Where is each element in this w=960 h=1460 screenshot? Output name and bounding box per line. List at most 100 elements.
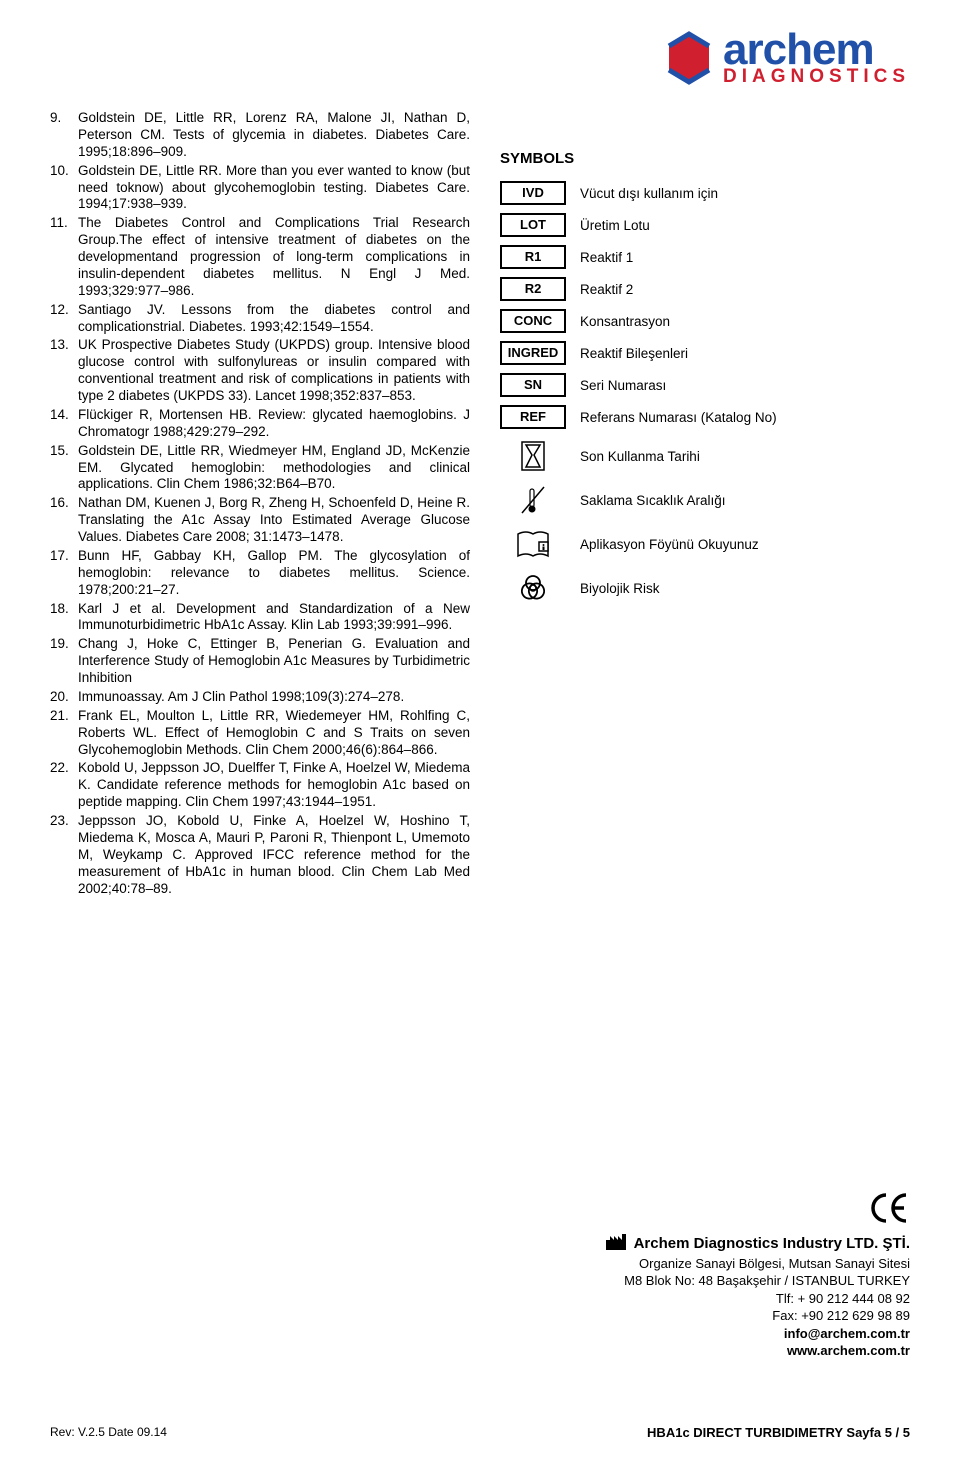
symbol-desc: Reaktif 1 — [580, 250, 633, 265]
symbol-icon-row: Biyolojik Risk — [500, 571, 910, 605]
symbol-desc: Referans Numarası (Katalog No) — [580, 410, 777, 425]
reference-text: Immunoassay. Am J Clin Pathol 1998;109(3… — [78, 689, 470, 706]
symbol-code-box: INGRED — [500, 341, 566, 365]
symbol-code-box: SN — [500, 373, 566, 397]
biohazard-icon — [500, 571, 566, 605]
company-web: www.archem.com.tr — [606, 1342, 910, 1360]
reference-number: 9. — [50, 110, 78, 161]
company-tel: Tlf: + 90 212 444 08 92 — [606, 1290, 910, 1308]
references-list: 9.Goldstein DE, Little RR, Lorenz RA, Ma… — [50, 110, 470, 897]
thermometer-icon — [500, 483, 566, 517]
footer: Rev: V.2.5 Date 09.14 HBA1c DIRECT TURBI… — [50, 1425, 910, 1440]
reference-number: 20. — [50, 689, 78, 706]
reference-text: Santiago JV. Lessons from the diabetes c… — [78, 302, 470, 336]
symbol-icon-desc: Aplikasyon Föyünü Okuyunuz — [580, 537, 759, 552]
symbol-desc: Reaktif Bileşenleri — [580, 346, 688, 361]
reference-text: UK Prospective Diabetes Study (UKPDS) gr… — [78, 337, 470, 405]
symbol-desc: Konsantrasyon — [580, 314, 670, 329]
footer-left: Rev: V.2.5 Date 09.14 — [50, 1425, 167, 1440]
reference-text: Goldstein DE, Little RR, Lorenz RA, Malo… — [78, 110, 470, 161]
symbol-row: INGRED Reaktif Bileşenleri — [500, 341, 910, 365]
reference-item: 18.Karl J et al. Development and Standar… — [50, 601, 470, 635]
symbol-icon-row: Son Kullanma Tarihi — [500, 439, 910, 473]
reference-item: 17.Bunn HF, Gabbay KH, Gallop PM. The gl… — [50, 548, 470, 599]
reference-item: 19.Chang J, Hoke C, Ettinger B, Penerian… — [50, 636, 470, 687]
reference-number: 15. — [50, 443, 78, 494]
reference-number: 18. — [50, 601, 78, 635]
reference-number: 14. — [50, 407, 78, 441]
logo-mark-icon — [661, 30, 717, 86]
boxed-symbols-list: IVD Vücut dışı kullanım için LOT Üretim Lot… — [500, 181, 910, 429]
reference-number: 17. — [50, 548, 78, 599]
symbols-title: SYMBOLS — [500, 150, 910, 167]
symbol-code-box: LOT — [500, 213, 566, 237]
symbol-icon-desc: Son Kullanma Tarihi — [580, 449, 700, 464]
reference-text: Nathan DM, Kuenen J, Borg R, Zheng H, Sc… — [78, 495, 470, 546]
symbol-row: R2 Reaktif 2 — [500, 277, 910, 301]
references-column: 9.Goldstein DE, Little RR, Lorenz RA, Ma… — [50, 30, 470, 899]
reference-item: 21.Frank EL, Moulton L, Little RR, Wiede… — [50, 708, 470, 759]
company-fax: Fax: +90 212 629 98 89 — [606, 1307, 910, 1325]
page: 9.Goldstein DE, Little RR, Lorenz RA, Ma… — [0, 0, 960, 929]
reference-item: 12.Santiago JV. Lessons from the diabete… — [50, 302, 470, 336]
symbol-row: IVD Vücut dışı kullanım için — [500, 181, 910, 205]
logo-text: archem DIAGNOSTICS — [723, 31, 910, 85]
reference-number: 22. — [50, 760, 78, 811]
reference-number: 13. — [50, 337, 78, 405]
reference-text: Bunn HF, Gabbay KH, Gallop PM. The glyco… — [78, 548, 470, 599]
company-block: Archem Diagnostics Industry LTD. ŞTİ. Or… — [606, 1234, 910, 1360]
symbol-desc: Üretim Lotu — [580, 218, 650, 233]
symbol-row: SNSeri Numarası — [500, 373, 910, 397]
reference-number: 16. — [50, 495, 78, 546]
reference-item: 22.Kobold U, Jeppsson JO, Duelffer T, Fi… — [50, 760, 470, 811]
symbol-desc: Vücut dışı kullanım için — [580, 186, 718, 201]
hourglass-icon — [500, 439, 566, 473]
reference-number: 23. — [50, 813, 78, 897]
reference-text: The Diabetes Control and Complications T… — [78, 215, 470, 299]
symbol-code-box: IVD — [500, 181, 566, 205]
reference-item: 10.Goldstein DE, Little RR. More than yo… — [50, 163, 470, 214]
factory-icon — [606, 1234, 626, 1255]
symbol-icon-desc: Biyolojik Risk — [580, 581, 660, 596]
symbols-section: SYMBOLS IVD Vücut dışı kullanım için LOT Ür… — [500, 150, 910, 605]
reference-number: 11. — [50, 215, 78, 299]
logo-main: archem — [723, 31, 910, 68]
reference-item: 23.Jeppsson JO, Kobold U, Finke A, Hoelz… — [50, 813, 470, 897]
logo-sub: DIAGNOSTICS — [723, 69, 910, 85]
reference-item: 11.The Diabetes Control and Complication… — [50, 215, 470, 299]
symbol-row: LOT Üretim Lotu — [500, 213, 910, 237]
reference-number: 12. — [50, 302, 78, 336]
reference-text: Flückiger R, Mortensen HB. Review: glyca… — [78, 407, 470, 441]
symbol-row: R1 Reaktif 1 — [500, 245, 910, 269]
company-addr1: Organize Sanayi Bölgesi, Mutsan Sanayi S… — [606, 1255, 910, 1273]
reference-item: 13.UK Prospective Diabetes Study (UKPDS)… — [50, 337, 470, 405]
reference-text: Frank EL, Moulton L, Little RR, Wiedemey… — [78, 708, 470, 759]
reference-text: Jeppsson JO, Kobold U, Finke A, Hoelzel … — [78, 813, 470, 897]
symbol-code-box: R1 — [500, 245, 566, 269]
reference-item: 16.Nathan DM, Kuenen J, Borg R, Zheng H,… — [50, 495, 470, 546]
reference-text: Kobold U, Jeppsson JO, Duelffer T, Finke… — [78, 760, 470, 811]
company-name: Archem Diagnostics Industry LTD. ŞTİ. — [634, 1235, 910, 1252]
reference-text: Goldstein DE, Little RR. More than you e… — [78, 163, 470, 214]
footer-right: HBA1c DIRECT TURBIDIMETRY Sayfa 5 / 5 — [647, 1425, 910, 1440]
symbol-icon-row: Saklama Sıcaklık Aralığı — [500, 483, 910, 517]
symbol-desc: Reaktif 2 — [580, 282, 633, 297]
company-addr2: M8 Blok No: 48 Başakşehir / ISTANBUL TUR… — [606, 1272, 910, 1290]
symbol-code-box: REF — [500, 405, 566, 429]
symbol-row: CONC Konsantrasyon — [500, 309, 910, 333]
icon-symbols-list: Son Kullanma Tarihi Saklama Sıcaklık Aral… — [500, 439, 910, 605]
logo: archem DIAGNOSTICS — [661, 30, 910, 86]
symbol-icon-desc: Saklama Sıcaklık Aralığı — [580, 493, 726, 508]
reference-item: 20.Immunoassay. Am J Clin Pathol 1998;10… — [50, 689, 470, 706]
ce-mark-icon — [868, 1193, 910, 1230]
company-name-line: Archem Diagnostics Industry LTD. ŞTİ. — [606, 1234, 910, 1255]
reference-item: 14.Flückiger R, Mortensen HB. Review: gl… — [50, 407, 470, 441]
symbol-code-box: R2 — [500, 277, 566, 301]
symbol-code-box: CONC — [500, 309, 566, 333]
reference-number: 19. — [50, 636, 78, 687]
reference-text: Chang J, Hoke C, Ettinger B, Penerian G.… — [78, 636, 470, 687]
right-column: archem DIAGNOSTICS SYMBOLS IVD Vücut dışı… — [500, 30, 910, 899]
symbol-icon-row: Aplikasyon Föyünü Okuyunuz — [500, 527, 910, 561]
manual-icon — [500, 527, 566, 561]
reference-item: 15.Goldstein DE, Little RR, Wiedmeyer HM… — [50, 443, 470, 494]
